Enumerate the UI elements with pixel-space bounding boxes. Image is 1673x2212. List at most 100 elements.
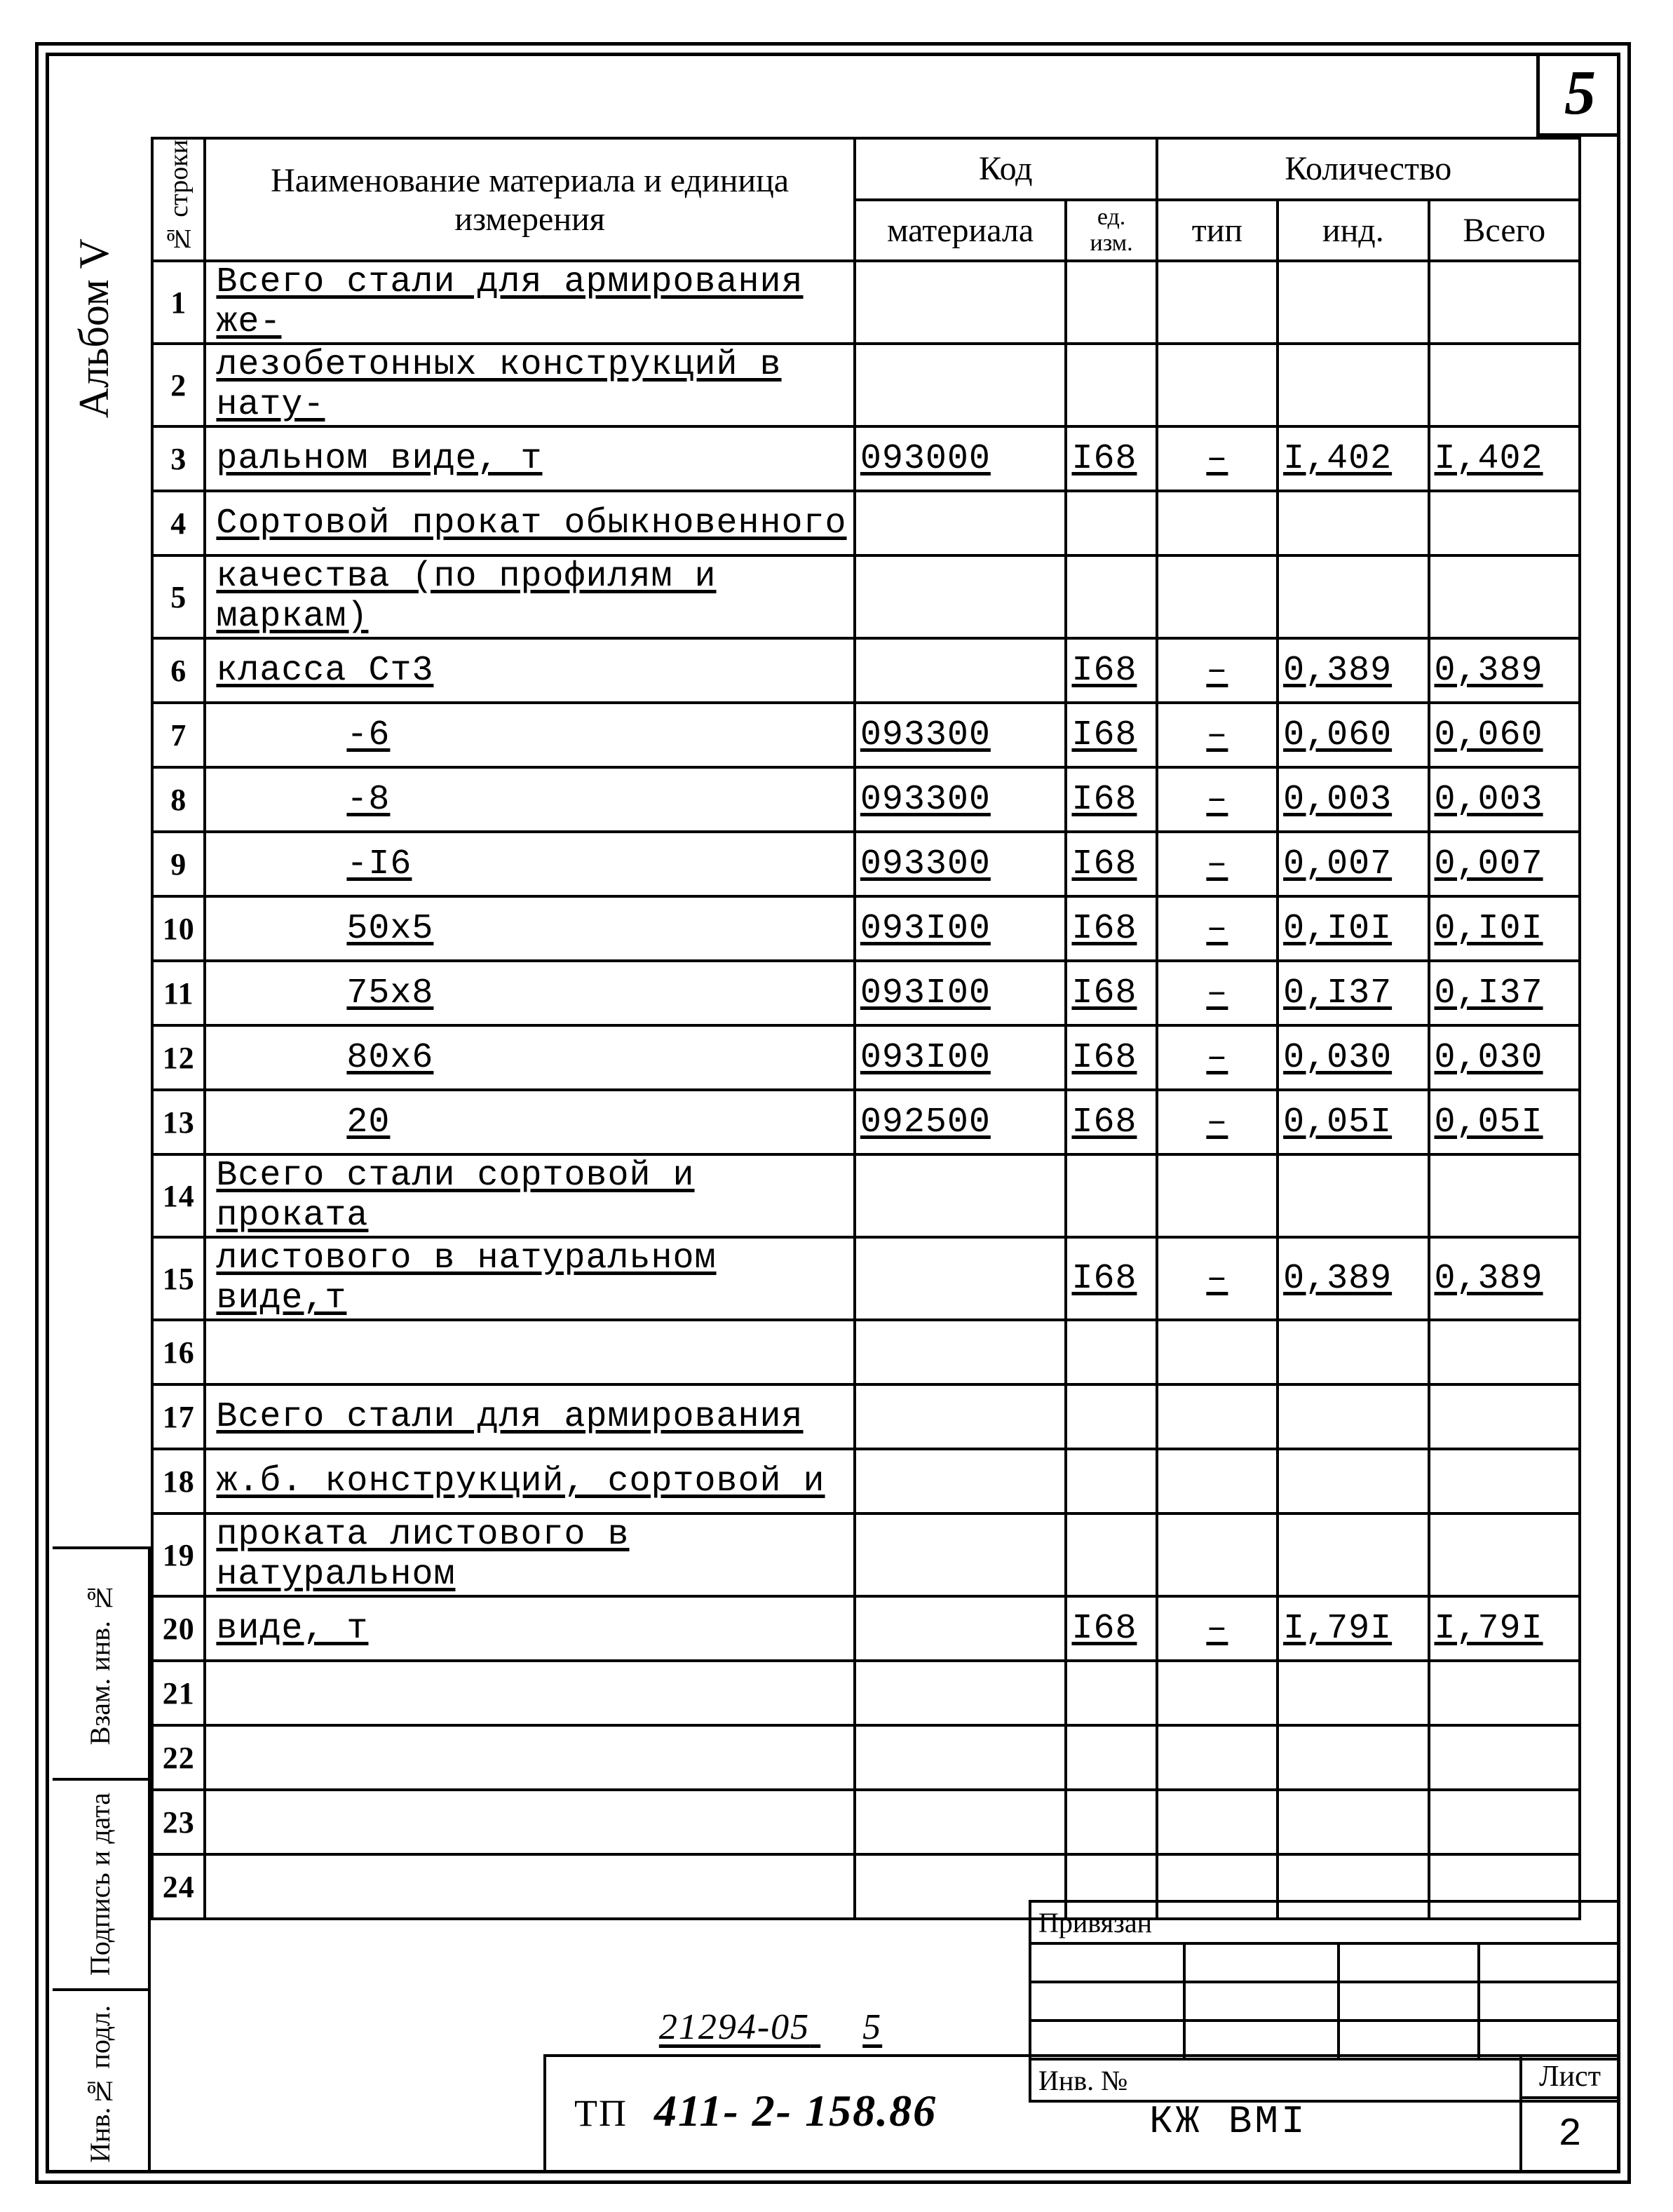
qty-total <box>1429 1513 1580 1596</box>
material-name <box>205 1661 854 1725</box>
row-number: 16 <box>152 1320 205 1384</box>
material-name: 20 <box>205 1090 854 1154</box>
unit-code <box>1066 344 1156 426</box>
row-number: 2 <box>152 344 205 426</box>
table-row: 16 <box>152 1320 1580 1384</box>
material-name: -I6 <box>205 832 854 896</box>
page: 5 Альбом V № строки Наименование материа… <box>0 0 1673 2212</box>
table-row: 1280х6093I00I68–0,0300,030 <box>152 1025 1580 1090</box>
material-code <box>855 1449 1066 1513</box>
qty-ind <box>1278 1513 1428 1596</box>
material-name: проката листового в натуральном <box>205 1513 854 1596</box>
qty-ind: 0,I37 <box>1278 961 1428 1025</box>
qty-total <box>1429 1154 1580 1237</box>
row-number: 21 <box>152 1661 205 1725</box>
side-stamp-subcolumn <box>102 1546 151 2173</box>
qty-ind <box>1278 1725 1428 1790</box>
material-code <box>855 638 1066 703</box>
hdr-code-material: материала <box>855 200 1066 262</box>
title-block: Привязан Инв. № 21294-05 5 ТП 411- 2- 15… <box>151 1844 1620 2173</box>
material-code <box>855 1661 1066 1725</box>
qty-total <box>1429 1320 1580 1384</box>
qty-total <box>1429 1661 1580 1725</box>
material-code <box>855 1384 1066 1449</box>
material-code: 093300 <box>855 703 1066 767</box>
qty-ind <box>1278 1449 1428 1513</box>
table-row: 20виде, тI68–I,79II,79I <box>152 1596 1580 1661</box>
row-number: 6 <box>152 638 205 703</box>
qty-total <box>1429 1384 1580 1449</box>
hdr-qty-total: Всего <box>1429 200 1580 262</box>
organization: КЖ ВМI <box>1149 2099 1308 2144</box>
table-row: 21 <box>152 1661 1580 1725</box>
material-name: Всего стали для армирования <box>205 1384 854 1449</box>
unit-code: I68 <box>1066 1237 1156 1320</box>
hdr-qty-type: тип <box>1157 200 1278 262</box>
row-number: 19 <box>152 1513 205 1596</box>
material-name: Всего стали сортовой и проката <box>205 1154 854 1237</box>
qty-type: – <box>1157 1596 1278 1661</box>
row-number: 7 <box>152 703 205 767</box>
sheet-label: Лист <box>1522 2057 1618 2099</box>
material-code <box>855 491 1066 555</box>
row-number: 4 <box>152 491 205 555</box>
table-row: 14Всего стали сортовой и проката <box>152 1154 1580 1237</box>
material-code <box>855 1237 1066 1320</box>
qty-type <box>1157 1154 1278 1237</box>
table-row: 15листового в натуральном виде,тI68–0,38… <box>152 1237 1580 1320</box>
qty-total: 0,05I <box>1429 1090 1580 1154</box>
table-row: 17Всего стали для армирования <box>152 1384 1580 1449</box>
material-code: 093300 <box>855 832 1066 896</box>
qty-ind <box>1278 555 1428 638</box>
table-row: 4Сортовой прокат обыкновенного <box>152 491 1580 555</box>
qty-total: 0,007 <box>1429 832 1580 896</box>
qty-total <box>1429 491 1580 555</box>
qty-type <box>1157 261 1278 344</box>
material-name: ж.б. конструкций, сортовой и <box>205 1449 854 1513</box>
qty-total: 0,I0I <box>1429 896 1580 961</box>
material-name: класса Ст3 <box>205 638 854 703</box>
qty-type <box>1157 1513 1278 1596</box>
material-name: Сортовой прокат обыкновенного <box>205 491 854 555</box>
material-code <box>855 555 1066 638</box>
tp-code: ТП 411- 2- 158.86 <box>574 2085 937 2137</box>
qty-total: 0,003 <box>1429 767 1580 832</box>
unit-code: I68 <box>1066 703 1156 767</box>
qty-total: 0,030 <box>1429 1025 1580 1090</box>
unit-code <box>1066 1320 1156 1384</box>
unit-code: I68 <box>1066 638 1156 703</box>
materials-table: № строки Наименование материала и единиц… <box>151 137 1581 1920</box>
album-side-label: Альбом V <box>70 238 118 429</box>
qty-type: – <box>1157 703 1278 767</box>
unit-code <box>1066 261 1156 344</box>
qty-total <box>1429 261 1580 344</box>
table-row: 3ральном виде, т093000I68–I,402I,402 <box>152 426 1580 491</box>
qty-type: – <box>1157 961 1278 1025</box>
table-row: 1Всего стали для армирования же- <box>152 261 1580 344</box>
row-number: 15 <box>152 1237 205 1320</box>
table-row: 9-I6093300I68–0,0070,007 <box>152 832 1580 896</box>
qty-total: 0,060 <box>1429 703 1580 767</box>
qty-ind <box>1278 1661 1428 1725</box>
unit-code <box>1066 555 1156 638</box>
row-number: 20 <box>152 1596 205 1661</box>
qty-type: – <box>1157 1090 1278 1154</box>
table-row: 6класса Ст3I68–0,3890,389 <box>152 638 1580 703</box>
qty-ind: 0,389 <box>1278 638 1428 703</box>
row-number: 17 <box>152 1384 205 1449</box>
qty-type <box>1157 344 1278 426</box>
material-name: качества (по профилям и маркам) <box>205 555 854 638</box>
hdr-qty-ind: инд. <box>1278 200 1428 262</box>
material-code: 093300 <box>855 767 1066 832</box>
upper-drawing-number: 21294-05 5 <box>546 2007 995 2048</box>
unit-code <box>1066 1513 1156 1596</box>
unit-code <box>1066 1154 1156 1237</box>
material-name <box>205 1725 854 1790</box>
qty-ind: 0,007 <box>1278 832 1428 896</box>
material-name <box>205 1320 854 1384</box>
row-number: 8 <box>152 767 205 832</box>
qty-total <box>1429 1449 1580 1513</box>
unit-code: I68 <box>1066 1025 1156 1090</box>
material-name: Всего стали для армирования же- <box>205 261 854 344</box>
qty-ind: 0,060 <box>1278 703 1428 767</box>
